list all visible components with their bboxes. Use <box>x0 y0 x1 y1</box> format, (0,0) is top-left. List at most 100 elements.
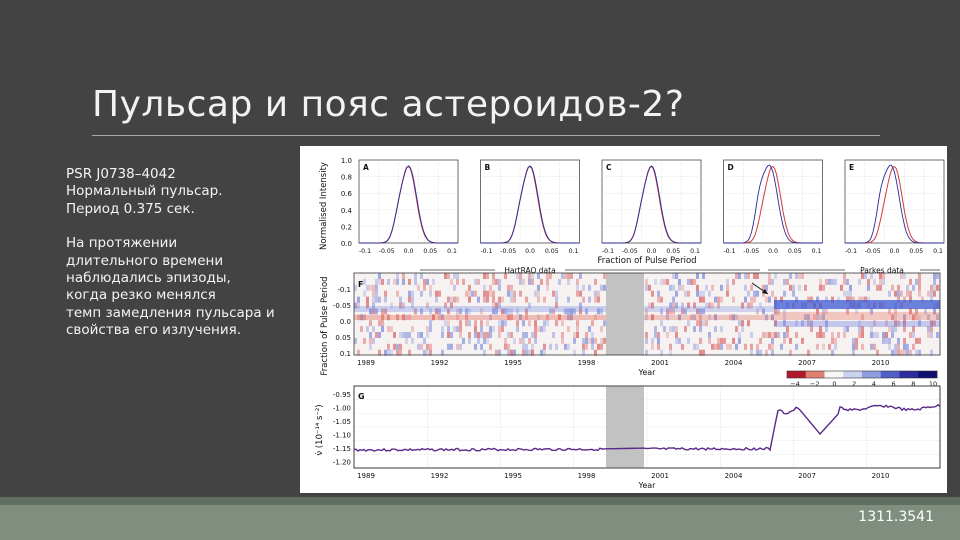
colorbar-tick: 4 <box>872 380 876 388</box>
spindown-xlabel: Year <box>638 481 657 490</box>
profile-panel-b: B -0.1 -0.05 0.0 0.05 0.1 <box>480 159 580 255</box>
profiles-xlabel: Fraction of Pulse Period <box>597 256 696 266</box>
profile-panel-label: D <box>728 163 734 172</box>
profile-curve-blue <box>723 164 823 244</box>
spindown-xtick: 2001 <box>651 472 669 480</box>
profile-panel-label: A <box>363 163 369 172</box>
profile-xtick: 0.1 <box>447 248 457 255</box>
map-ytick: 0.0 <box>340 318 351 326</box>
spindown-xtick: 1995 <box>504 472 522 480</box>
hartrao-label: HartRAO data <box>504 266 555 275</box>
spindown-ytick: -1.05 <box>333 418 351 426</box>
profile-xtick: -0.05 <box>743 248 759 255</box>
map-band-red <box>354 315 606 320</box>
profile-xtick: -0.1 <box>723 248 735 255</box>
map-ylabel: Fraction of Pulse Period <box>320 276 330 375</box>
profile-xtick: 0.0 <box>404 248 414 255</box>
profile-xtick: -0.05 <box>500 248 516 255</box>
profile-xtick: 0.1 <box>690 248 700 255</box>
map-xtick: 2007 <box>798 359 816 367</box>
spindown-panel-label: G <box>358 392 365 401</box>
spindown-xtick: 2004 <box>725 472 743 480</box>
description-text: PSR J0738–4042 Нормальный пульсар. Перио… <box>66 166 296 340</box>
text-line: длительного времени <box>66 252 224 269</box>
colorbar-tick: 8 <box>911 380 915 388</box>
map-xtick: 1989 <box>357 359 375 367</box>
colorbar-tick: 6 <box>892 380 896 388</box>
colorbar-segment <box>918 371 938 378</box>
profile-xtick: -0.05 <box>379 248 395 255</box>
profile-xtick: 0.05 <box>788 248 802 255</box>
profile-panel-label: E <box>849 163 854 172</box>
colorbar-tick: 2 <box>852 380 856 388</box>
profile-xtick: 0.05 <box>666 248 680 255</box>
profile-xtick: 0.0 <box>768 248 778 255</box>
map-xtick: 1995 <box>504 359 522 367</box>
parkes-label: Parkes data <box>860 266 904 275</box>
text-line: PSR J0738–4042 <box>66 166 176 182</box>
map-ytick: -0.05 <box>333 302 351 310</box>
map-ytick: 0.05 <box>335 334 351 342</box>
spindown-ytick: -1.10 <box>333 432 351 440</box>
spindown-xtick: 1998 <box>578 472 596 480</box>
spindown-gap <box>606 386 644 468</box>
text-line: когда резко менялся <box>66 287 216 304</box>
profile-xtick: 0.0 <box>890 248 900 255</box>
map-panel-label: F <box>358 280 363 289</box>
spindown-xtick: 2010 <box>872 472 890 480</box>
profile-xtick: 0.1 <box>933 248 943 255</box>
colorbar-tick: 0 <box>832 380 836 388</box>
profile-xtick: 0.05 <box>423 248 437 255</box>
profile-xtick: 0.0 <box>647 248 657 255</box>
profile-xtick: -0.05 <box>865 248 881 255</box>
text-line: Период 0.375 сек. <box>66 200 195 217</box>
pulsar-figure: Normalised Intensity 1.0 0.8 0.6 0.4 0.2 0.0 … <box>300 146 947 493</box>
colorbar-segment <box>787 371 807 378</box>
profile-xtick: -0.1 <box>845 248 857 255</box>
colorbar-segment <box>862 371 882 378</box>
spindown-ytick: -0.95 <box>333 391 351 399</box>
profile-panel-e: E -0.1 -0.05 0.0 0.05 0.1 <box>844 159 945 255</box>
text-line: Нормальный пульсар. <box>66 183 223 200</box>
map-gap <box>606 273 644 355</box>
colorbar-segment <box>880 371 900 378</box>
spindown-panel: ν̇ (10⁻¹⁴ s⁻²) -0.95 -1.00 -1.05 -1.10 -1.15… <box>315 385 941 490</box>
profile-xtick: 0.05 <box>909 248 923 255</box>
spindown-ytick: -1.20 <box>333 459 351 467</box>
profile-curve-blue <box>602 165 701 244</box>
colorbar-tick: −2 <box>810 380 820 388</box>
colorbar-segment <box>899 371 919 378</box>
pulsar-figure-svg: Normalised Intensity 1.00.80.60.40.20.0 … <box>315 157 945 490</box>
map-ytick: -0.1 <box>337 286 351 294</box>
colorbar-segment <box>843 371 863 378</box>
profile-panel-c: C -0.1 -0.05 0.0 0.05 0.1 <box>601 159 702 255</box>
map-xtick: 2001 <box>651 359 669 367</box>
profile-ytick: 1.0 <box>341 157 352 165</box>
spindown-ytick: -1.15 <box>333 445 351 453</box>
profile-xtick: -0.1 <box>480 248 492 255</box>
text-line: На протяжении <box>66 235 178 252</box>
colorbar-segment <box>805 371 825 378</box>
profile-ytick: 0.0 <box>341 240 352 248</box>
spindown-xtick: 2007 <box>798 472 816 480</box>
profile-xtick: 0.05 <box>545 248 559 255</box>
spindown-xtick: 1989 <box>357 472 375 480</box>
spindown-ylabel: ν̇ (10⁻¹⁴ s⁻²) <box>315 404 325 455</box>
text-line: свойства его излучения. <box>66 322 242 339</box>
profile-ytick: 0.8 <box>341 174 352 182</box>
profile-map-panel: Fraction of Pulse Period -0.1 -0.05 0.0 0.0… <box>320 266 941 388</box>
profile-xtick: 0.1 <box>812 248 822 255</box>
title-underline <box>92 135 880 136</box>
profile-panels: Normalised Intensity 1.00.80.60.40.20.0 … <box>319 157 945 266</box>
profile-curve-blue <box>480 165 580 244</box>
map-ytick: 0.1 <box>340 350 351 358</box>
slide-title: Пульсар и пояс астероидов-2? <box>92 84 685 125</box>
map-xlabel: Year <box>638 368 657 377</box>
profiles-ylabel: Normalised Intensity <box>319 162 329 250</box>
colorbar-segment <box>824 371 844 378</box>
arxiv-reference: 1311.3541 <box>858 509 934 525</box>
map-xtick: 2004 <box>725 359 743 367</box>
spindown-curve <box>353 403 941 452</box>
profile-curve-blue <box>359 165 458 244</box>
profile-panel-a: A -0.1 -0.05 0.0 0.05 0.1 <box>358 159 459 255</box>
